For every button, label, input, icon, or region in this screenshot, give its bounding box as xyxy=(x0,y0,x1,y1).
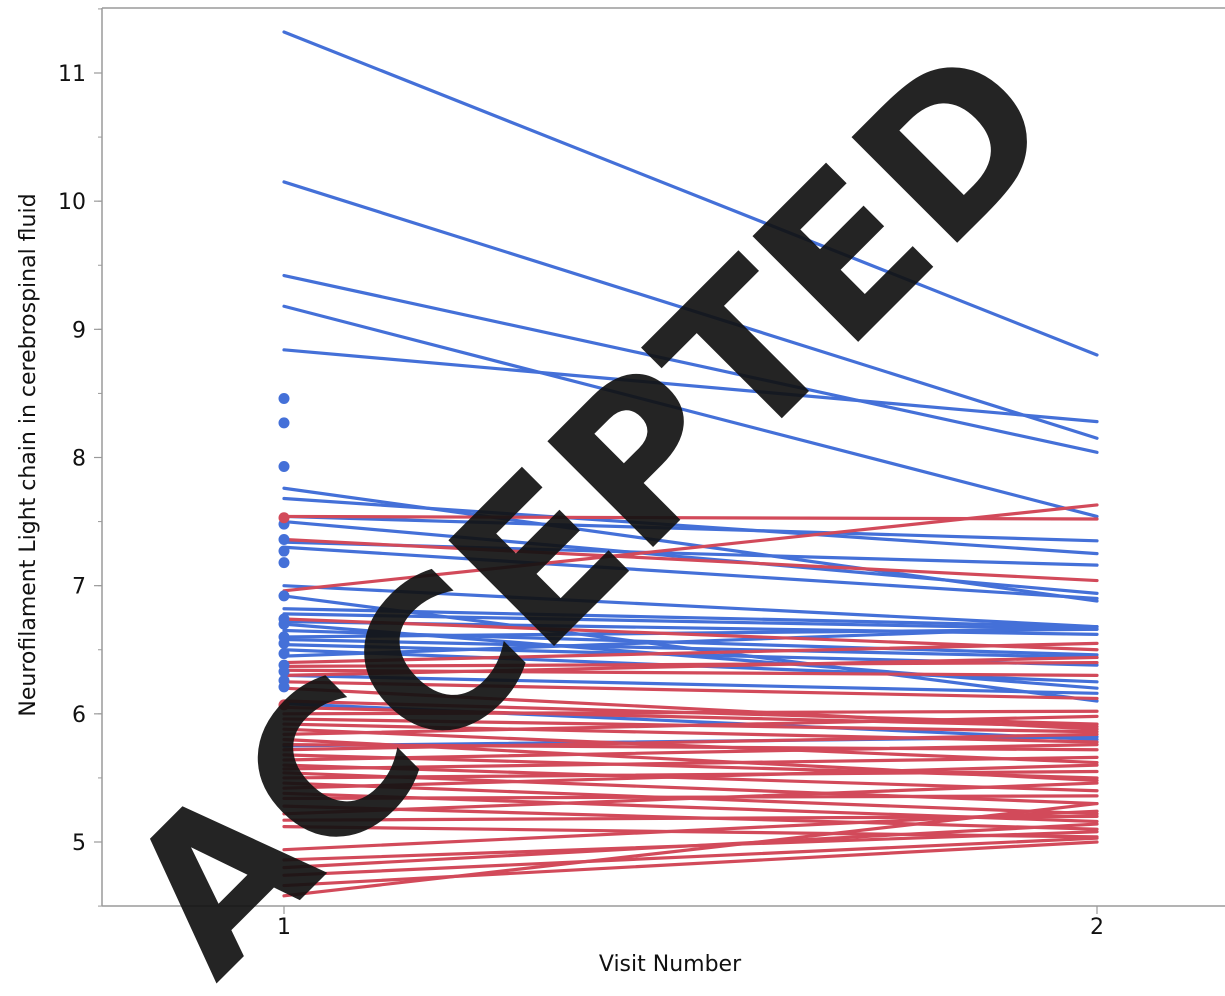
series-line-blue xyxy=(282,180,1099,440)
data-point-blue xyxy=(278,618,290,630)
series-line-red xyxy=(282,503,1099,593)
data-point-blue xyxy=(278,590,290,602)
series-line-red xyxy=(282,822,1099,870)
series-line-red xyxy=(282,836,1099,877)
data-point-blue xyxy=(278,666,290,678)
y-tick-label: 9 xyxy=(72,318,86,343)
data-point-blue xyxy=(278,460,290,472)
series-line-blue xyxy=(282,625,1099,658)
series-line-red xyxy=(282,705,1099,729)
series-line-blue xyxy=(282,673,1099,695)
series-line-red xyxy=(282,655,1099,677)
series-line-red xyxy=(282,617,1099,652)
y-tick-label: 11 xyxy=(58,62,86,87)
series-line-red xyxy=(282,641,1099,665)
series-line-blue xyxy=(282,496,1099,556)
x-tick-label: 2 xyxy=(1090,915,1104,940)
series-line-red xyxy=(282,722,1099,744)
series-line-red xyxy=(282,680,1099,701)
series-line-red xyxy=(282,714,1099,736)
data-point-red xyxy=(278,512,290,524)
series-line-blue xyxy=(282,30,1099,357)
y-tick-label: 6 xyxy=(72,703,86,728)
data-point-blue xyxy=(278,417,290,429)
series-line-blue xyxy=(282,545,1099,601)
series-line-red xyxy=(282,742,1099,752)
series-line-red xyxy=(282,660,1099,669)
series-line-red xyxy=(282,840,1099,888)
x-axis-label: Visit Number xyxy=(599,952,742,977)
series-line-red xyxy=(282,801,1099,898)
series-line-blue xyxy=(282,637,1099,660)
series-line-blue xyxy=(282,348,1099,424)
y-tick-label: 7 xyxy=(72,575,86,600)
series-line-red xyxy=(282,537,1099,583)
series-line-blue xyxy=(282,519,1099,595)
series-lines xyxy=(282,30,1099,898)
series-line-blue xyxy=(282,612,1099,631)
series-points xyxy=(278,393,290,711)
series-line-blue xyxy=(282,584,1099,629)
y-tick-label: 10 xyxy=(58,190,86,215)
data-point-blue xyxy=(278,534,290,546)
data-point-blue xyxy=(278,648,290,660)
series-line-red xyxy=(282,781,1099,816)
series-line-blue xyxy=(282,273,1099,454)
series-line-blue xyxy=(282,607,1099,629)
y-axis-label: Neurofilament Light chain in cerebrospin… xyxy=(16,193,41,716)
data-point-blue xyxy=(278,557,290,569)
series-line-red xyxy=(282,709,1099,716)
data-point-blue xyxy=(278,637,290,649)
series-line-blue xyxy=(282,514,1099,543)
series-line-red xyxy=(282,732,1099,752)
series-line-red xyxy=(282,755,1099,771)
data-point-red xyxy=(278,699,290,711)
series-line-red xyxy=(282,763,1099,790)
series-line-red xyxy=(282,769,1099,780)
data-point-blue xyxy=(278,681,290,693)
series-line-red xyxy=(282,742,1099,762)
x-tick-label: 1 xyxy=(277,915,291,940)
y-tick-label: 5 xyxy=(72,831,86,856)
series-line-blue xyxy=(282,304,1099,519)
data-point-blue xyxy=(278,545,290,557)
data-point-blue xyxy=(278,393,290,405)
y-tick-label: 8 xyxy=(72,447,86,472)
